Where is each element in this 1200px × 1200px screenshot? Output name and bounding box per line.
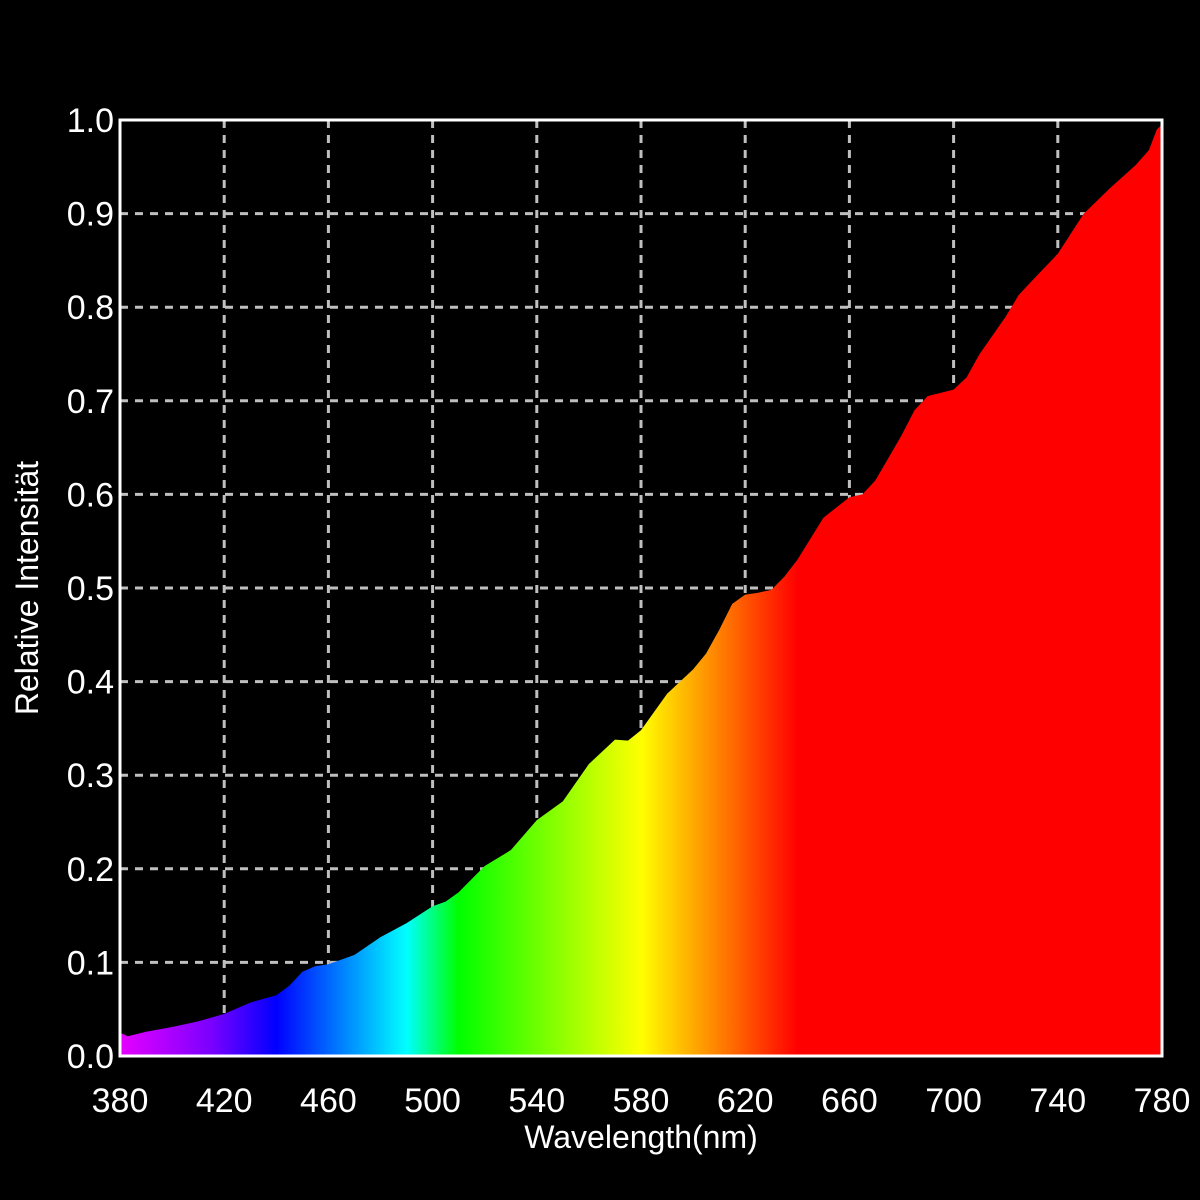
plot-frame <box>118 118 1164 1058</box>
spectrum-area <box>120 124 1162 1056</box>
x-tick-label: 420 <box>196 1082 253 1120</box>
y-tick-label: 0.0 <box>67 1038 114 1076</box>
x-tick-labels: 380 420 460 500 540 580 620 660 700 740 780 <box>92 1082 1191 1120</box>
y-tick-label: 0.8 <box>67 289 114 327</box>
x-tick-label: 380 <box>92 1082 149 1120</box>
y-tick-label: 0.2 <box>67 851 114 889</box>
y-tick-label: 0.3 <box>67 757 114 795</box>
y-tick-label: 0.7 <box>67 383 114 421</box>
x-tick-label: 780 <box>1134 1082 1191 1120</box>
y-tick-label: 0.6 <box>67 476 114 514</box>
y-tick-label: 0.9 <box>67 196 114 234</box>
x-tick-label: 740 <box>1029 1082 1086 1120</box>
x-tick-label: 500 <box>404 1082 461 1120</box>
x-tick-label: 700 <box>925 1082 982 1120</box>
x-axis-label: Wavelength(nm) <box>524 1119 758 1155</box>
y-tick-label: 0.4 <box>67 664 114 702</box>
y-axis-label: Relative Intensität <box>9 461 45 715</box>
x-tick-label: 620 <box>717 1082 774 1120</box>
x-tick-label: 460 <box>300 1082 357 1120</box>
y-tick-label: 0.5 <box>67 570 114 608</box>
y-tick-label: 0.1 <box>67 944 114 982</box>
y-tick-labels: 0.0 0.1 0.2 0.3 0.4 0.5 0.6 0.7 0.8 0.9 1.0 <box>67 102 114 1076</box>
x-tick-label: 540 <box>508 1082 565 1120</box>
x-tick-label: 580 <box>613 1082 670 1120</box>
y-tick-label: 1.0 <box>67 102 114 140</box>
x-tick-label: 660 <box>821 1082 878 1120</box>
